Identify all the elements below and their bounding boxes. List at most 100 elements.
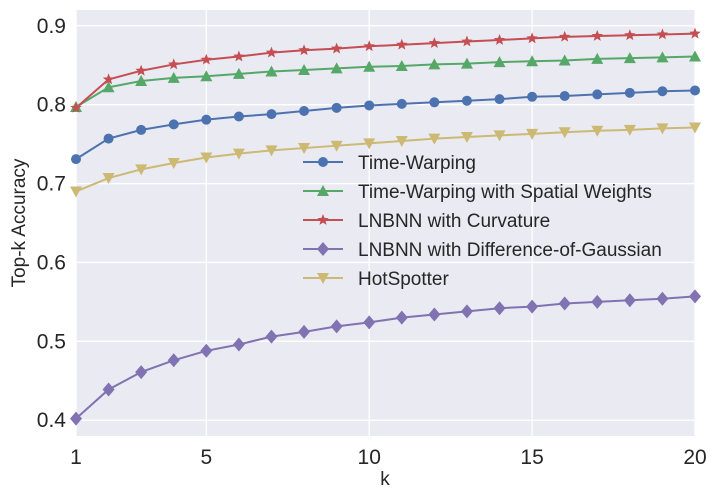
data-point-hotspotter: [363, 138, 376, 150]
data-point-time-warping-with-spatial-weights: [558, 54, 571, 66]
data-point-lnbnn-with-difference-of-gaussian: [232, 337, 245, 352]
data-point-lnbnn-with-difference-of-gaussian: [167, 353, 180, 368]
data-point-time-warping-with-spatial-weights: [689, 50, 701, 62]
data-point-hotspotter: [330, 140, 343, 152]
series-line-time-warping: [75, 89, 696, 160]
x-tick-label: 5: [200, 446, 212, 469]
data-point-lnbnn-with-difference-of-gaussian: [265, 329, 278, 344]
data-point-lnbnn-with-difference-of-gaussian: [330, 319, 343, 334]
data-point-lnbnn-with-difference-of-gaussian: [298, 324, 311, 339]
data-point-time-warping: [657, 86, 668, 97]
data-point-lnbnn-with-curvature: [330, 42, 343, 54]
data-point-time-warping-with-spatial-weights: [232, 67, 245, 79]
data-point-hotspotter: [135, 164, 148, 176]
data-point-time-warping: [331, 102, 342, 113]
data-point-lnbnn-with-curvature: [233, 50, 245, 62]
x-tick-label: 20: [683, 446, 706, 469]
data-point-time-warping: [624, 87, 635, 98]
data-point-lnbnn-with-curvature: [656, 28, 669, 40]
data-point-lnbnn-with-difference-of-gaussian: [135, 365, 148, 380]
data-point-lnbnn-with-difference-of-gaussian: [493, 301, 506, 316]
legend-marker-hotspotter: [317, 273, 329, 284]
series-markers: [70, 27, 701, 426]
legend-label-time-warping: Time-Warping: [358, 153, 476, 174]
data-point-time-warping-with-spatial-weights: [656, 51, 669, 63]
data-point-time-warping: [201, 114, 212, 125]
data-point-hotspotter: [460, 132, 473, 144]
data-point-hotspotter: [70, 186, 82, 198]
data-point-time-warping: [527, 91, 538, 102]
data-point-hotspotter: [623, 124, 636, 136]
y-tick-label: 0.9: [37, 15, 66, 38]
y-tick-labels: 0.4 0.5 0.6 0.7 0.8 0.9: [37, 15, 67, 432]
data-point-lnbnn-with-difference-of-gaussian: [200, 343, 213, 358]
plot-background: [76, 10, 695, 436]
data-point-time-warping: [71, 154, 81, 165]
data-point-time-warping: [396, 98, 407, 109]
data-point-time-warping: [168, 119, 179, 130]
data-point-lnbnn-with-curvature: [396, 38, 408, 50]
data-point-hotspotter: [526, 128, 539, 140]
data-point-hotspotter: [656, 123, 669, 135]
series-line-time-warping-with-spatial-weights: [75, 55, 696, 108]
data-point-lnbnn-with-difference-of-gaussian: [395, 310, 408, 325]
data-point-lnbnn-with-curvature: [689, 27, 701, 39]
legend: Time-Warping Time-Warping with Spatial We…: [303, 153, 662, 290]
data-point-lnbnn-with-curvature: [265, 46, 278, 58]
data-point-time-warping-with-spatial-weights: [526, 55, 539, 67]
data-point-hotspotter: [395, 135, 408, 147]
data-point-lnbnn-with-difference-of-gaussian: [591, 294, 604, 309]
data-point-lnbnn-with-curvature: [493, 33, 506, 45]
data-point-time-warping: [364, 100, 375, 111]
data-point-hotspotter: [493, 130, 506, 142]
series-line-hotspotter: [75, 126, 696, 193]
data-point-lnbnn-with-curvature: [558, 30, 571, 42]
data-point-lnbnn-with-curvature: [135, 64, 147, 76]
data-point-hotspotter: [689, 122, 701, 134]
data-point-lnbnn-with-difference-of-gaussian: [428, 307, 441, 322]
data-point-lnbnn-with-difference-of-gaussian: [623, 293, 636, 308]
y-tick-label: 0.5: [37, 330, 66, 353]
x-tick-label: 1: [70, 446, 82, 469]
data-point-time-warping: [461, 95, 472, 106]
data-point-lnbnn-with-difference-of-gaussian: [689, 289, 701, 304]
data-point-hotspotter: [200, 152, 213, 164]
series-line-lnbnn-with-curvature: [75, 32, 696, 109]
data-point-lnbnn-with-difference-of-gaussian: [460, 304, 473, 319]
series-lines: [75, 32, 696, 420]
data-point-time-warping: [690, 85, 700, 96]
data-point-time-warping-with-spatial-weights: [363, 60, 376, 72]
data-point-hotspotter: [428, 133, 441, 145]
data-point-lnbnn-with-difference-of-gaussian: [526, 299, 539, 314]
data-point-time-warping-with-spatial-weights: [200, 70, 213, 82]
data-point-time-warping: [266, 109, 277, 120]
data-point-hotspotter: [591, 125, 604, 137]
data-point-time-warping: [136, 124, 147, 135]
y-tick-label: 0.6: [37, 251, 66, 274]
data-point-hotspotter: [232, 148, 245, 160]
legend-marker-time-warping: [318, 157, 328, 167]
data-point-time-warping: [299, 105, 310, 116]
legend-marker-time-warping-with-spatial-weights: [317, 185, 329, 196]
data-point-time-warping: [429, 97, 440, 108]
data-point-time-warping-with-spatial-weights: [591, 52, 604, 64]
legend-marker-lnbnn-with-difference-of-gaussian: [317, 242, 329, 256]
data-point-lnbnn-with-difference-of-gaussian: [70, 411, 82, 426]
data-point-lnbnn-with-curvature: [168, 58, 180, 70]
data-point-time-warping-with-spatial-weights: [135, 75, 148, 86]
data-point-time-warping-with-spatial-weights: [167, 71, 180, 83]
data-point-lnbnn-with-curvature: [363, 40, 375, 52]
x-tick-label: 10: [358, 446, 381, 469]
data-point-time-warping-with-spatial-weights: [298, 63, 311, 75]
data-point-lnbnn-with-difference-of-gaussian: [558, 296, 571, 311]
data-point-lnbnn-with-curvature: [428, 37, 441, 48]
x-tick-label: 15: [520, 446, 543, 469]
data-point-time-warping-with-spatial-weights: [395, 60, 408, 72]
data-point-hotspotter: [558, 127, 571, 139]
data-point-lnbnn-with-curvature: [298, 44, 310, 56]
legend-label-lnbnn-with-curvature: LNBNN with Curvature: [358, 211, 550, 232]
data-point-time-warping: [103, 133, 114, 144]
data-point-lnbnn-with-curvature: [70, 101, 82, 113]
y-tick-label: 0.7: [37, 173, 66, 196]
